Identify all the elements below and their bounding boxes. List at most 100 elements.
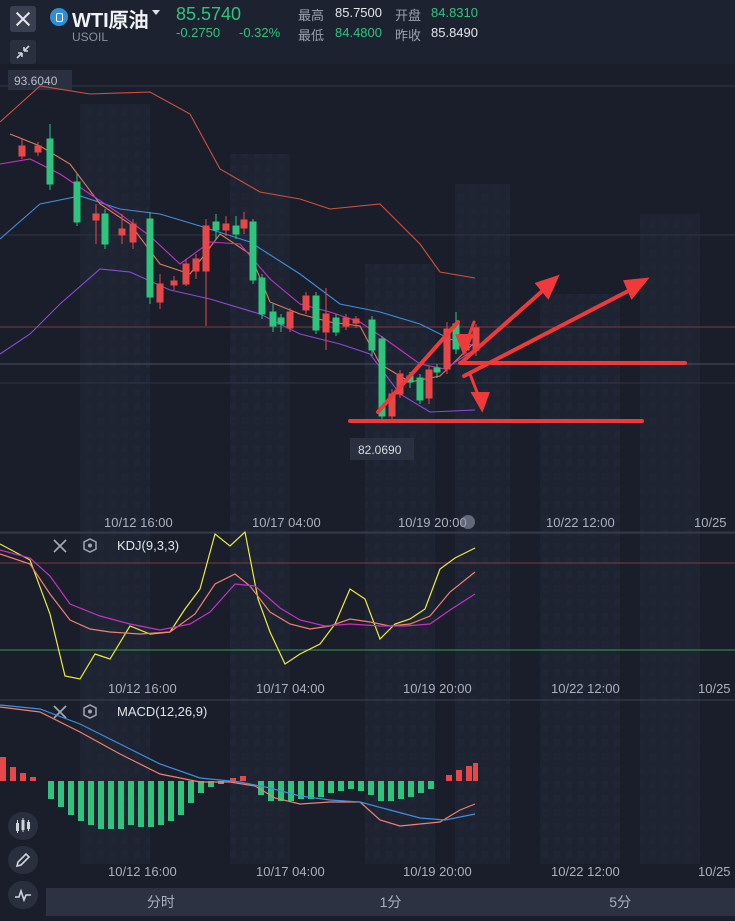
candle xyxy=(322,288,330,350)
candle xyxy=(342,314,350,330)
kdj-title: KDJ(9,3,3) xyxy=(117,538,179,553)
candle xyxy=(249,219,257,284)
candle xyxy=(46,124,54,190)
candle xyxy=(202,219,210,326)
kdj-panel[interactable]: KDJ(9,3,3) 10/12 16:00 10/17 04:00 10/19… xyxy=(0,530,735,696)
close-icon[interactable] xyxy=(53,705,67,719)
price-change-pct: -0.32% xyxy=(239,25,281,40)
macd-panel[interactable]: MACD(12,26,9) xyxy=(0,704,731,879)
kdj-x-label: 10/22 12:00 xyxy=(551,681,620,696)
candle xyxy=(368,316,376,356)
candle xyxy=(416,374,424,404)
candle xyxy=(332,314,340,336)
candle xyxy=(312,292,320,334)
high-label: 最高 xyxy=(298,8,325,23)
candle xyxy=(286,308,294,332)
candle xyxy=(192,254,200,279)
tab-1min[interactable]: 1分 xyxy=(379,894,402,910)
high-value: 85.7500 xyxy=(335,5,382,20)
candle xyxy=(352,316,360,328)
kdj-x-label: 10/19 20:00 xyxy=(403,681,472,696)
tab-timeshare[interactable]: 分时 xyxy=(146,894,175,910)
candle xyxy=(258,274,266,319)
macd-title: MACD(12,26,9) xyxy=(117,704,207,719)
shrink-icon[interactable] xyxy=(10,40,36,64)
candle xyxy=(277,314,285,332)
main-x-label: 10/19 20:00 xyxy=(398,515,467,530)
main-grid xyxy=(0,85,735,533)
price-change: -0.2750 xyxy=(176,25,221,40)
macd-dea-line xyxy=(0,704,476,821)
tab-5min[interactable]: 5分 xyxy=(609,894,632,910)
candle xyxy=(302,292,310,314)
main-x-label: 10/22 12:00 xyxy=(546,515,615,530)
candle xyxy=(118,214,126,244)
chevron-down-icon[interactable] xyxy=(152,10,160,15)
candle xyxy=(129,219,137,249)
settings-icon[interactable] xyxy=(83,704,97,719)
candle-type-icon[interactable] xyxy=(8,812,38,840)
macd-x-label: 10/25 xyxy=(698,864,731,879)
symbol-name[interactable]: WTI原油 xyxy=(72,10,149,32)
kdj-x-label: 10/17 04:00 xyxy=(256,681,325,696)
close-icon[interactable] xyxy=(10,6,36,32)
kdj-d-line xyxy=(0,549,476,631)
candle xyxy=(425,366,433,404)
macd-x-label: 10/22 12:00 xyxy=(551,864,620,879)
boll-lower-line xyxy=(0,268,476,413)
candle xyxy=(92,204,100,244)
macd-dif-line xyxy=(0,706,476,827)
prev-close-label: 昨收 xyxy=(395,28,422,43)
candle xyxy=(240,212,248,234)
candle xyxy=(170,276,178,290)
symbol-code: USOIL xyxy=(72,30,109,44)
bottom-strip xyxy=(0,916,735,921)
main-x-label: 10/12 16:00 xyxy=(104,515,173,530)
candle xyxy=(443,322,451,374)
chart-panel[interactable]: 93.6040 xyxy=(0,64,735,888)
kdj-x-label: 10/12 16:00 xyxy=(108,681,177,696)
macd-x-label: 10/19 20:00 xyxy=(403,864,472,879)
quote-header: WTI原油 USOIL 85.5740 -0.2750 -0.32% 最高 85… xyxy=(0,0,735,64)
candle xyxy=(34,142,42,156)
background-skyline xyxy=(80,104,700,864)
candle xyxy=(222,216,230,236)
candle xyxy=(18,139,26,159)
candles xyxy=(18,124,480,420)
candle xyxy=(146,212,154,304)
low-price-label: 82.0690 xyxy=(358,443,402,457)
low-value: 84.4800 xyxy=(335,25,382,40)
crosshair-handle[interactable] xyxy=(461,515,475,529)
boll-upper-line xyxy=(0,85,476,279)
period-tabs: 分时 1分 5分 xyxy=(46,888,735,916)
last-price: 85.5740 xyxy=(176,4,242,24)
open-label: 开盘 xyxy=(395,8,422,23)
kdj-j-line xyxy=(0,530,476,680)
candle xyxy=(269,304,277,332)
close-icon[interactable] xyxy=(53,539,67,553)
macd-histogram xyxy=(0,757,478,829)
candle xyxy=(212,214,220,239)
top-price-label-bg xyxy=(8,70,72,90)
draw-pen-icon[interactable] xyxy=(8,846,38,874)
symbol-icon xyxy=(50,8,68,26)
candle xyxy=(156,274,164,309)
top-price-label: 93.6040 xyxy=(14,74,58,88)
candle xyxy=(73,174,81,226)
settings-icon[interactable] xyxy=(83,538,97,553)
candle xyxy=(182,259,190,286)
main-x-label: 10/17 04:00 xyxy=(252,515,321,530)
main-x-label: 10/25 xyxy=(694,515,727,530)
candle xyxy=(232,216,240,239)
candle xyxy=(101,209,109,249)
low-price-label-bg xyxy=(350,438,414,460)
kdj-x-label: 10/25 xyxy=(698,681,731,696)
indicator-icon[interactable] xyxy=(8,881,38,909)
macd-x-label: 10/12 16:00 xyxy=(108,864,177,879)
candle xyxy=(433,364,441,378)
macd-x-label: 10/17 04:00 xyxy=(256,864,325,879)
prev-close-value: 85.8490 xyxy=(431,25,478,40)
open-value: 84.8310 xyxy=(431,5,478,20)
drawing-annotations[interactable] xyxy=(348,274,687,423)
low-label: 最低 xyxy=(298,28,325,43)
